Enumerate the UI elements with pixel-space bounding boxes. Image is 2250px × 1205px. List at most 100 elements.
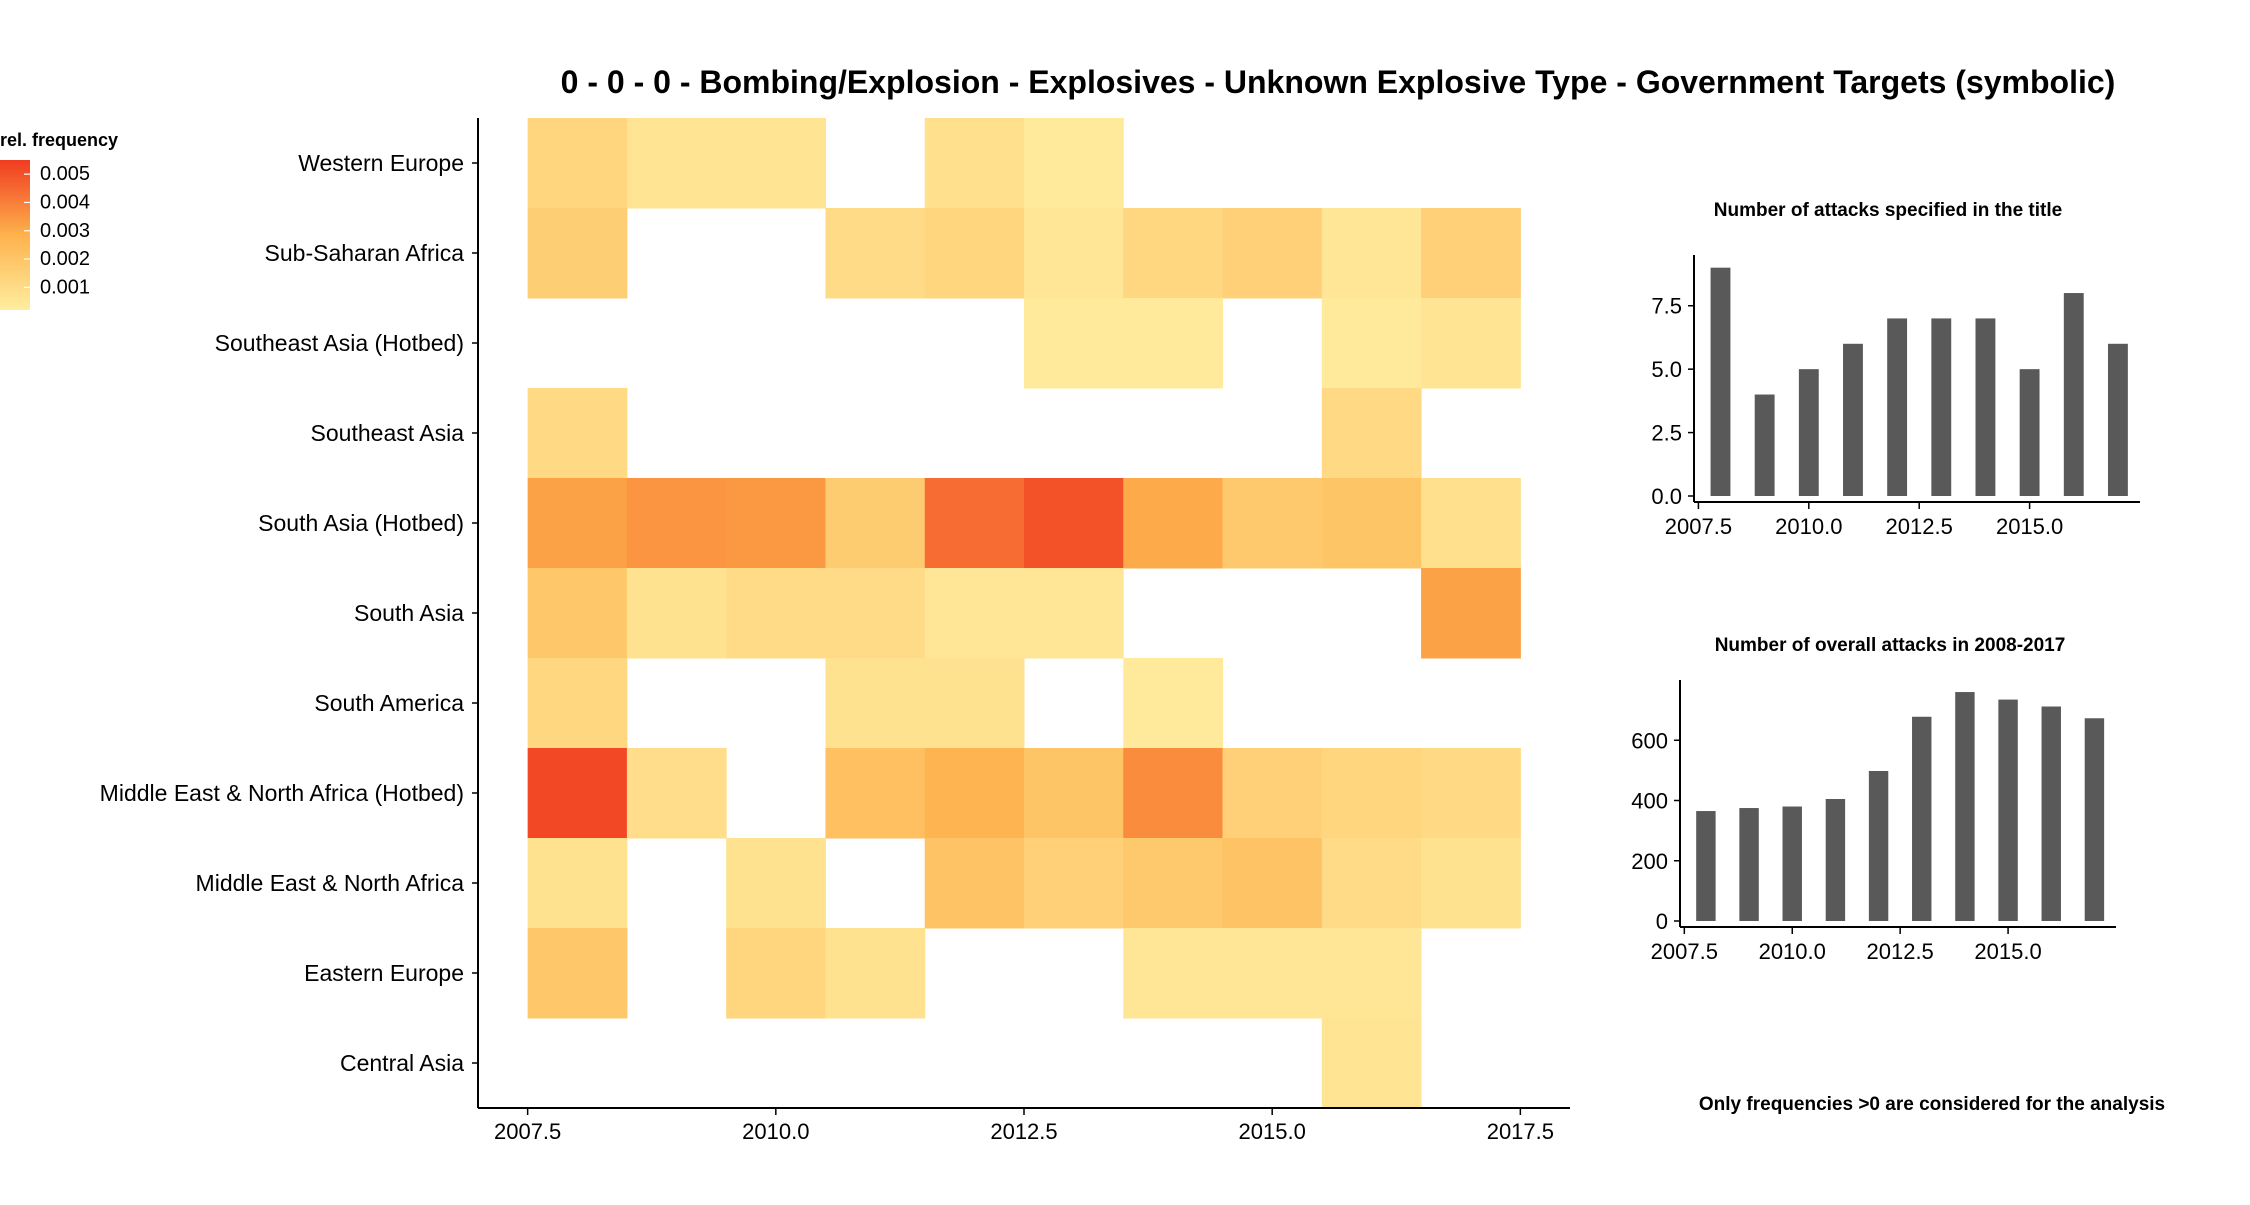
bar — [1887, 318, 1908, 496]
heatmap-cell — [1321, 838, 1422, 929]
bar-y-tick-label: 5.0 — [1651, 357, 1682, 382]
heatmap-cell — [1222, 748, 1323, 839]
bar-x-tick-label: 2007.5 — [1651, 939, 1718, 964]
heatmap-row-label: South Asia (Hotbed) — [258, 510, 464, 536]
bar — [1868, 770, 1889, 921]
bar-x-tick-label: 2012.5 — [1886, 514, 1953, 539]
bar — [1754, 394, 1775, 496]
bar-y-tick-label: 600 — [1631, 728, 1668, 753]
heatmap-cell — [1123, 478, 1224, 569]
heatmap-row-label: Middle East & North Africa (Hotbed) — [100, 780, 464, 806]
bar — [1739, 808, 1759, 921]
heatmap-x-tick-label: 2012.5 — [990, 1119, 1057, 1144]
bar — [1843, 343, 1863, 496]
bar-y-tick-label: 7.5 — [1651, 294, 1682, 319]
bar — [2107, 343, 2128, 496]
heatmap-cell — [1321, 298, 1422, 389]
heatmap-cell — [1123, 748, 1224, 839]
legend-label: 0.005 — [40, 163, 90, 185]
bar — [1782, 806, 1802, 921]
heatmap-cell — [1421, 748, 1521, 839]
chart-title: 0 - 0 - 0 - Bombing/Explosion - Explosiv… — [561, 64, 2116, 100]
legend-label: 0.002 — [40, 248, 90, 270]
bar-y-tick-label: 0 — [1656, 909, 1668, 934]
heatmap-cell — [626, 748, 727, 839]
bar-y-tick-label: 400 — [1631, 789, 1668, 814]
heatmap-cell — [527, 478, 628, 569]
heatmap-cell — [825, 748, 926, 839]
bar-x-tick-label: 2010.0 — [1759, 939, 1826, 964]
bar-x-tick-label: 2015.0 — [1974, 939, 2041, 964]
heatmap-row-label: Eastern Europe — [304, 960, 464, 986]
heatmap-cell — [626, 568, 727, 659]
heatmap-cell — [825, 658, 926, 749]
heatmap-cell — [1024, 748, 1124, 839]
heatmap-row-label: South Asia — [354, 600, 464, 626]
heatmap-cell — [1321, 208, 1422, 299]
bar — [1912, 716, 1932, 921]
heatmap-cell — [1123, 298, 1224, 389]
bar — [1710, 267, 1731, 496]
heatmap-cell — [924, 838, 1025, 929]
heatmap-cell — [1421, 298, 1521, 389]
bar — [2019, 369, 2040, 496]
heatmap-cell — [527, 208, 628, 299]
heatmap-cell — [1024, 118, 1124, 209]
heatmap-cell — [626, 478, 727, 569]
heatmap-cell — [825, 928, 926, 1019]
heatmap-cell — [726, 568, 826, 659]
heatmap-cell — [726, 928, 826, 1019]
heatmap-cell — [924, 748, 1025, 839]
heatmap-cell — [1321, 478, 1422, 569]
heatmap-cell — [527, 928, 628, 1019]
heatmap-x-tick-label: 2015.0 — [1239, 1119, 1306, 1144]
heatmap-cell — [726, 478, 826, 569]
heatmap-x-tick-label: 2007.5 — [494, 1119, 561, 1144]
heatmap-cell — [1024, 478, 1124, 569]
heatmap-cell — [626, 118, 727, 209]
legend-label: 0.004 — [40, 191, 90, 213]
bar — [1696, 811, 1716, 921]
heatmap-cell — [527, 748, 628, 839]
heatmap-row-label: Southeast Asia (Hotbed) — [215, 330, 464, 356]
heatmap-cell — [1321, 1018, 1422, 1109]
heatmap-cell — [527, 658, 628, 749]
heatmap-x-tick-label: 2010.0 — [742, 1119, 809, 1144]
bar-x-tick-label: 2010.0 — [1775, 514, 1842, 539]
legend-title: rel. frequency — [0, 130, 118, 150]
heatmap-cell — [924, 568, 1025, 659]
heatmap-cell — [1024, 838, 1124, 929]
legend-colorbar — [0, 160, 30, 310]
heatmap-cell — [825, 208, 926, 299]
heatmap-row-label: Central Asia — [340, 1050, 464, 1076]
heatmap-cell — [1321, 928, 1422, 1019]
heatmap-x-tick-label: 2017.5 — [1487, 1119, 1554, 1144]
heatmap-cell — [1024, 568, 1124, 659]
heatmap-cell — [527, 388, 628, 479]
heatmap-row-label: South America — [314, 690, 464, 716]
bar-y-tick-label: 0.0 — [1651, 484, 1682, 509]
heatmap-cell — [527, 118, 628, 209]
heatmap-cell — [1321, 388, 1422, 479]
bar2-title: Number of overall attacks in 2008-2017 — [1715, 635, 2066, 656]
bar1-title: Number of attacks specified in the title — [1714, 200, 2062, 221]
bar — [1931, 318, 1952, 496]
bar — [1975, 318, 1996, 496]
heatmap-cell — [1321, 748, 1422, 839]
bar — [1798, 369, 1819, 496]
bar — [2041, 706, 2061, 921]
heatmap-cell — [1222, 928, 1323, 1019]
bar-x-tick-label: 2007.5 — [1665, 514, 1732, 539]
heatmap-cell — [1024, 298, 1124, 389]
legend-label: 0.001 — [40, 276, 90, 298]
bar — [2084, 718, 2105, 921]
heatmap-cell — [825, 478, 926, 569]
bar — [1998, 699, 2018, 921]
heatmap-cell — [1421, 568, 1521, 659]
bar-chart-overall-attacks: Number of overall attacks in 2008-2017 0… — [1631, 635, 2116, 964]
bar — [2063, 293, 2084, 496]
heatmap-cell — [726, 118, 826, 209]
heatmap-cell — [1421, 208, 1521, 299]
bar-x-tick-label: 2012.5 — [1867, 939, 1934, 964]
